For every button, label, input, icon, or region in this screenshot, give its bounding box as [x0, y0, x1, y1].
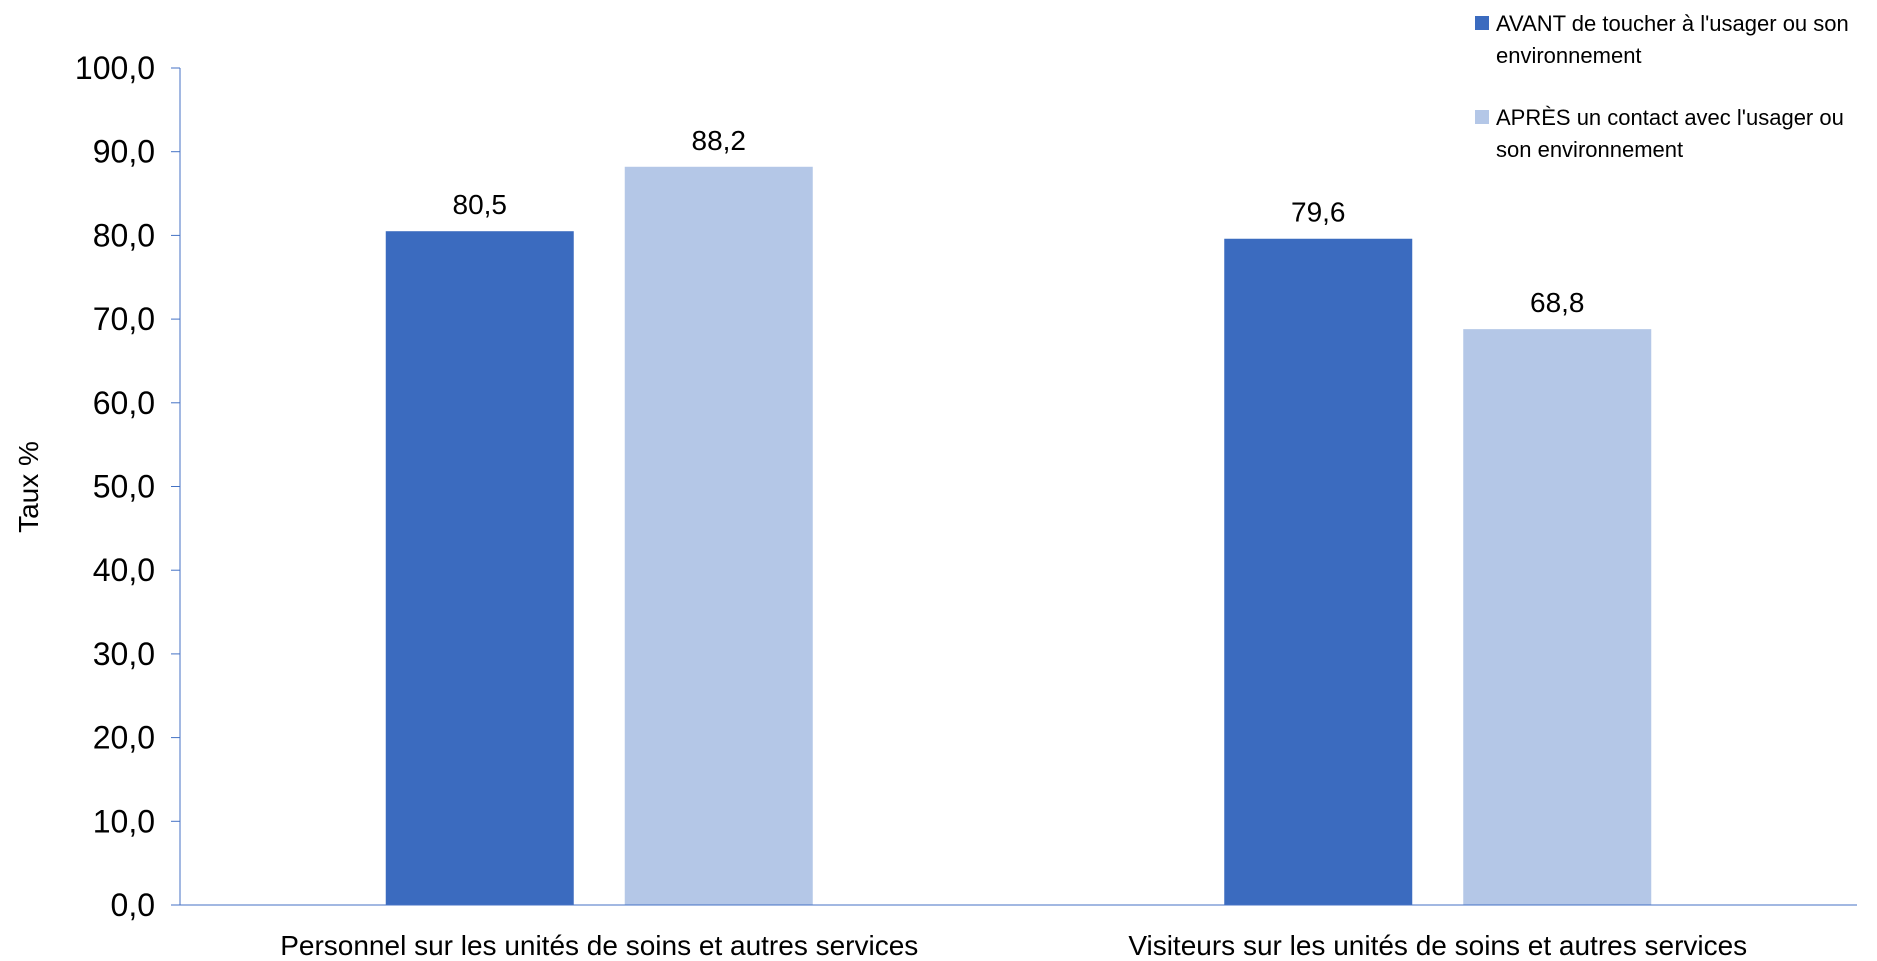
- y-tick-label: 10,0: [93, 803, 155, 839]
- data-label-apres-2: 68,8: [1530, 287, 1585, 318]
- bar-avant-1: [385, 231, 574, 906]
- x-category-label: Personnel sur les unités de soins et aut…: [280, 930, 918, 961]
- y-axis-label: Taux %: [13, 441, 44, 533]
- legend-label-avant: AVANT de toucher à l'usager ou son envir…: [1496, 11, 1849, 68]
- legend-item-apres: APRÈS un contact avec l'usager ou son en…: [1475, 102, 1875, 166]
- y-axis-ticks: 0,0 10,0 20,0 30,0 40,0 50,0 60,0 70,0 80,0 90,0 1…: [75, 50, 180, 923]
- bar-avant-2: [1224, 238, 1413, 906]
- legend: AVANT de toucher à l'usager ou son envir…: [1475, 8, 1875, 196]
- x-axis-categories: Personnel sur les unités de soins et aut…: [280, 930, 1747, 961]
- data-labels: 80,5 88,2 79,6 68,8: [453, 125, 1585, 318]
- y-tick-label: 0,0: [111, 887, 155, 923]
- data-label-avant-2: 79,6: [1291, 197, 1346, 228]
- y-tick-label: 50,0: [93, 469, 155, 505]
- legend-swatch-avant: [1475, 16, 1489, 30]
- y-tick-label: 90,0: [93, 134, 155, 170]
- bars: [385, 166, 1652, 906]
- data-label-apres-1: 88,2: [692, 125, 747, 156]
- data-label-avant-1: 80,5: [453, 189, 508, 220]
- y-tick-label: 60,0: [93, 385, 155, 421]
- y-tick-label: 40,0: [93, 552, 155, 588]
- x-category-label: Visiteurs sur les unités de soins et aut…: [1128, 930, 1747, 961]
- bar-apres-2: [1463, 329, 1652, 905]
- legend-swatch-apres: [1475, 110, 1489, 124]
- y-tick-label: 30,0: [93, 636, 155, 672]
- y-tick-label: 100,0: [75, 50, 155, 86]
- legend-label-apres: APRÈS un contact avec l'usager ou son en…: [1496, 105, 1844, 162]
- legend-item-avant: AVANT de toucher à l'usager ou son envir…: [1475, 8, 1875, 72]
- y-tick-label: 70,0: [93, 301, 155, 337]
- bar-apres-1: [624, 166, 813, 906]
- y-tick-label: 20,0: [93, 720, 155, 756]
- y-tick-label: 80,0: [93, 217, 155, 253]
